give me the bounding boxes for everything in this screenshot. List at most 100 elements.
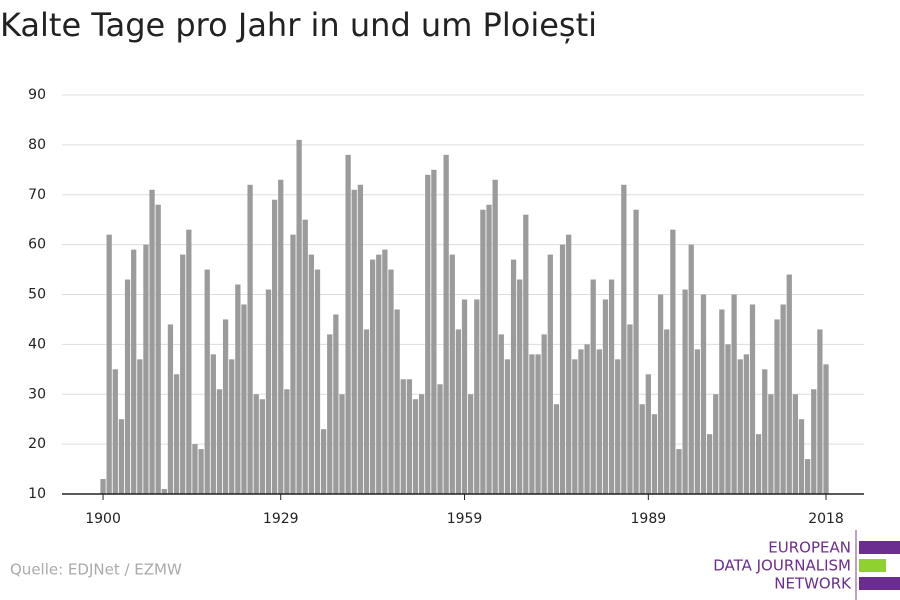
bar <box>333 314 339 494</box>
bar <box>437 384 443 494</box>
bar <box>553 404 560 494</box>
x-tick-label: 1929 <box>263 511 299 527</box>
bar <box>719 309 725 494</box>
bar <box>547 254 553 494</box>
bar <box>259 399 265 494</box>
bar <box>596 349 602 494</box>
logo-bar <box>859 559 886 572</box>
bar <box>559 244 566 494</box>
bar <box>339 394 345 494</box>
bar <box>400 379 406 494</box>
bar <box>363 329 370 494</box>
bar <box>118 419 125 494</box>
bar <box>388 269 394 494</box>
bar <box>529 354 535 494</box>
bar <box>167 324 174 494</box>
bar <box>676 449 682 494</box>
bar <box>737 359 743 494</box>
bar <box>461 299 468 494</box>
bar <box>382 249 388 494</box>
y-tick-label: 40 <box>28 336 46 352</box>
bar <box>278 179 284 494</box>
bar <box>345 154 351 494</box>
logo-bar <box>859 577 900 590</box>
bar <box>216 389 223 494</box>
bar <box>670 229 676 494</box>
bar <box>204 269 210 494</box>
bar <box>265 289 272 494</box>
bar <box>180 254 186 494</box>
bar <box>161 489 167 494</box>
bar <box>639 404 645 494</box>
bar <box>786 274 792 494</box>
bar <box>173 374 180 494</box>
logo-text: DATA JOURNALISM <box>713 557 851 575</box>
bar <box>823 364 829 494</box>
bar <box>578 349 584 494</box>
bar <box>762 369 768 494</box>
bar <box>706 434 713 494</box>
bar <box>510 259 517 494</box>
bar <box>627 324 633 494</box>
bar <box>566 234 572 494</box>
bar <box>621 184 627 494</box>
bar <box>443 154 449 494</box>
bar <box>222 319 229 494</box>
bar <box>590 279 596 494</box>
bar <box>468 394 474 494</box>
bar <box>412 399 419 494</box>
x-tick-label: 1900 <box>85 511 121 527</box>
bar <box>425 174 431 495</box>
logo-bar <box>859 541 900 554</box>
bar <box>394 309 400 494</box>
bar <box>198 449 204 494</box>
bar <box>713 394 719 494</box>
bar <box>186 229 192 494</box>
bar <box>725 344 731 494</box>
bar <box>700 294 707 494</box>
bar <box>137 359 143 494</box>
y-tick-label: 60 <box>28 237 46 253</box>
bar <box>743 354 749 494</box>
bar <box>731 294 737 494</box>
x-tick-label: 2018 <box>808 511 844 527</box>
y-tick-label: 30 <box>28 386 46 402</box>
bar <box>492 179 498 494</box>
bar <box>664 329 670 494</box>
bar <box>811 389 817 494</box>
bar <box>504 359 511 494</box>
y-tick-label: 90 <box>28 87 46 103</box>
bar <box>155 204 161 494</box>
bar <box>572 359 578 494</box>
x-tick-label: 1959 <box>447 511 483 527</box>
bar <box>486 204 492 494</box>
bar <box>143 244 149 494</box>
bar <box>100 479 106 494</box>
bar <box>376 254 382 494</box>
y-tick-label: 20 <box>28 436 46 452</box>
logo-text: NETWORK <box>774 575 852 593</box>
bar <box>523 214 529 494</box>
bar <box>357 184 364 494</box>
bar <box>657 294 664 494</box>
bar <box>290 234 296 494</box>
bar <box>431 169 437 494</box>
bar <box>480 209 486 494</box>
bar <box>106 234 112 494</box>
bar <box>455 329 462 494</box>
bar <box>498 334 504 494</box>
logo-text: EUROPEAN <box>768 539 851 557</box>
bar <box>149 189 155 494</box>
bar <box>296 139 302 494</box>
bar <box>449 254 455 494</box>
bar <box>633 209 639 494</box>
bar <box>535 354 541 494</box>
bar <box>768 394 774 494</box>
bar <box>284 389 290 494</box>
bar <box>419 394 425 494</box>
bar <box>615 359 621 494</box>
bar <box>369 259 376 494</box>
bar <box>229 359 235 494</box>
bar <box>351 189 357 494</box>
